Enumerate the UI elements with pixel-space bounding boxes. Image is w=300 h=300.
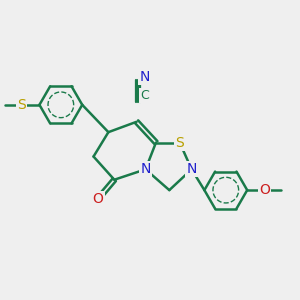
Text: S: S <box>17 98 26 112</box>
Text: C: C <box>140 89 149 102</box>
Text: O: O <box>259 183 270 197</box>
Text: N: N <box>140 70 150 84</box>
Text: N: N <box>186 162 197 176</box>
Text: N: N <box>140 162 151 176</box>
Text: O: O <box>92 192 104 206</box>
Text: S: S <box>175 136 184 150</box>
